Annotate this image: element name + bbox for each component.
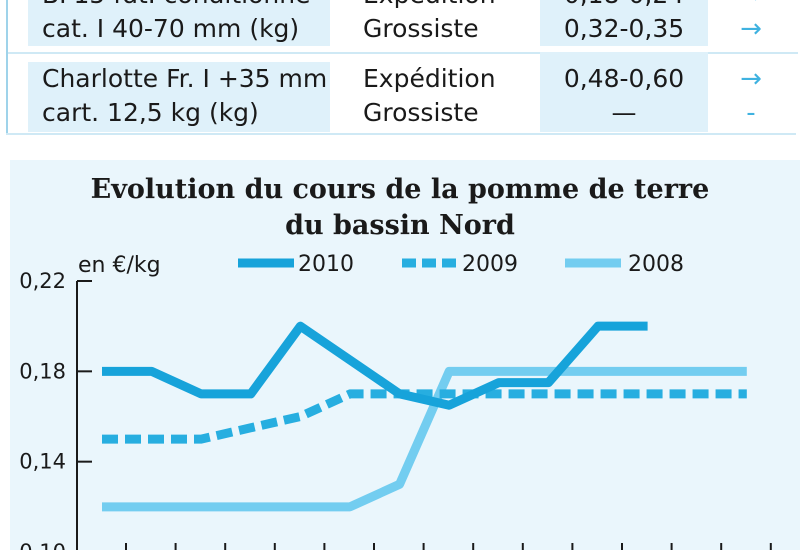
stage-line-1a: Expédition [363, 0, 533, 12]
stage-line-1b: Grossiste [363, 14, 479, 43]
legend-label-2010: 2010 [298, 252, 354, 277]
table-cell-trend-2: → - [715, 62, 787, 130]
row-separator [8, 52, 798, 54]
chart-series [102, 321, 747, 512]
price-line-2b: — [611, 98, 637, 127]
chart-axes: 0,10 0,14 0,18 0,22 [19, 269, 772, 550]
table-cell-trend-1: → → [715, 0, 787, 46]
chart-panel [10, 160, 800, 550]
y-tick-label: 0,18 [19, 359, 66, 383]
table-cell-price-2: 0,48-0,60 — [540, 52, 708, 132]
price-line-2a: 0,48-0,60 [563, 64, 685, 93]
variety-line-1b: cat. I 40-70 mm (kg) [42, 14, 300, 43]
table-cell-price-1: 0,18-0,24 0,32-0,35 [540, 0, 708, 46]
trend-arrow-icon: → [740, 14, 762, 44]
series-line-2010 [102, 321, 648, 410]
chart-title-line-1: Evolution du cours de la pomme de terre [90, 174, 710, 205]
series-line-2009 [102, 389, 747, 444]
table-bottom-rule [6, 133, 796, 135]
price-table: BF15 fdt. conditionné cat. I 40-70 mm (k… [0, 0, 800, 140]
chart-legend: 2010 2009 2008 [238, 252, 684, 277]
stage-line-2b: Grossiste [363, 98, 479, 127]
table-left-rule [6, 0, 8, 134]
series-line-2008 [102, 366, 747, 512]
trend-arrow-icon: → [715, 0, 787, 12]
y-tick-label: 0,22 [19, 269, 66, 293]
variety-line-1a: BF15 fdt. conditionné [42, 0, 330, 12]
variety-line-2a: Charlotte Fr. I +35 mm [42, 64, 328, 93]
chart-title-line-2: du bassin Nord [285, 210, 515, 241]
legend-label-2009: 2009 [462, 252, 518, 277]
legend-label-2008: 2008 [628, 252, 684, 277]
price-line-1b: 0,32-0,35 [563, 14, 685, 43]
trend-arrow-icon: → [740, 64, 762, 94]
table-cell-stage-2: Expédition Grossiste [363, 62, 533, 130]
table-cell-variety-2: Charlotte Fr. I +35 mm cart. 12,5 kg (kg… [28, 62, 330, 132]
stage-line-2a: Expédition [363, 64, 496, 93]
y-axis-label: en €/kg [78, 253, 161, 278]
trend-dash-icon: - [746, 98, 756, 128]
price-line-1a: 0,18-0,24 [540, 0, 708, 12]
y-tick-label: 0,14 [19, 450, 66, 474]
table-cell-variety-1: BF15 fdt. conditionné cat. I 40-70 mm (k… [28, 0, 330, 46]
y-tick-label: 0,10 [19, 540, 66, 550]
variety-line-2b: cart. 12,5 kg (kg) [42, 98, 259, 127]
table-cell-stage-1: Expédition Grossiste [363, 0, 533, 46]
